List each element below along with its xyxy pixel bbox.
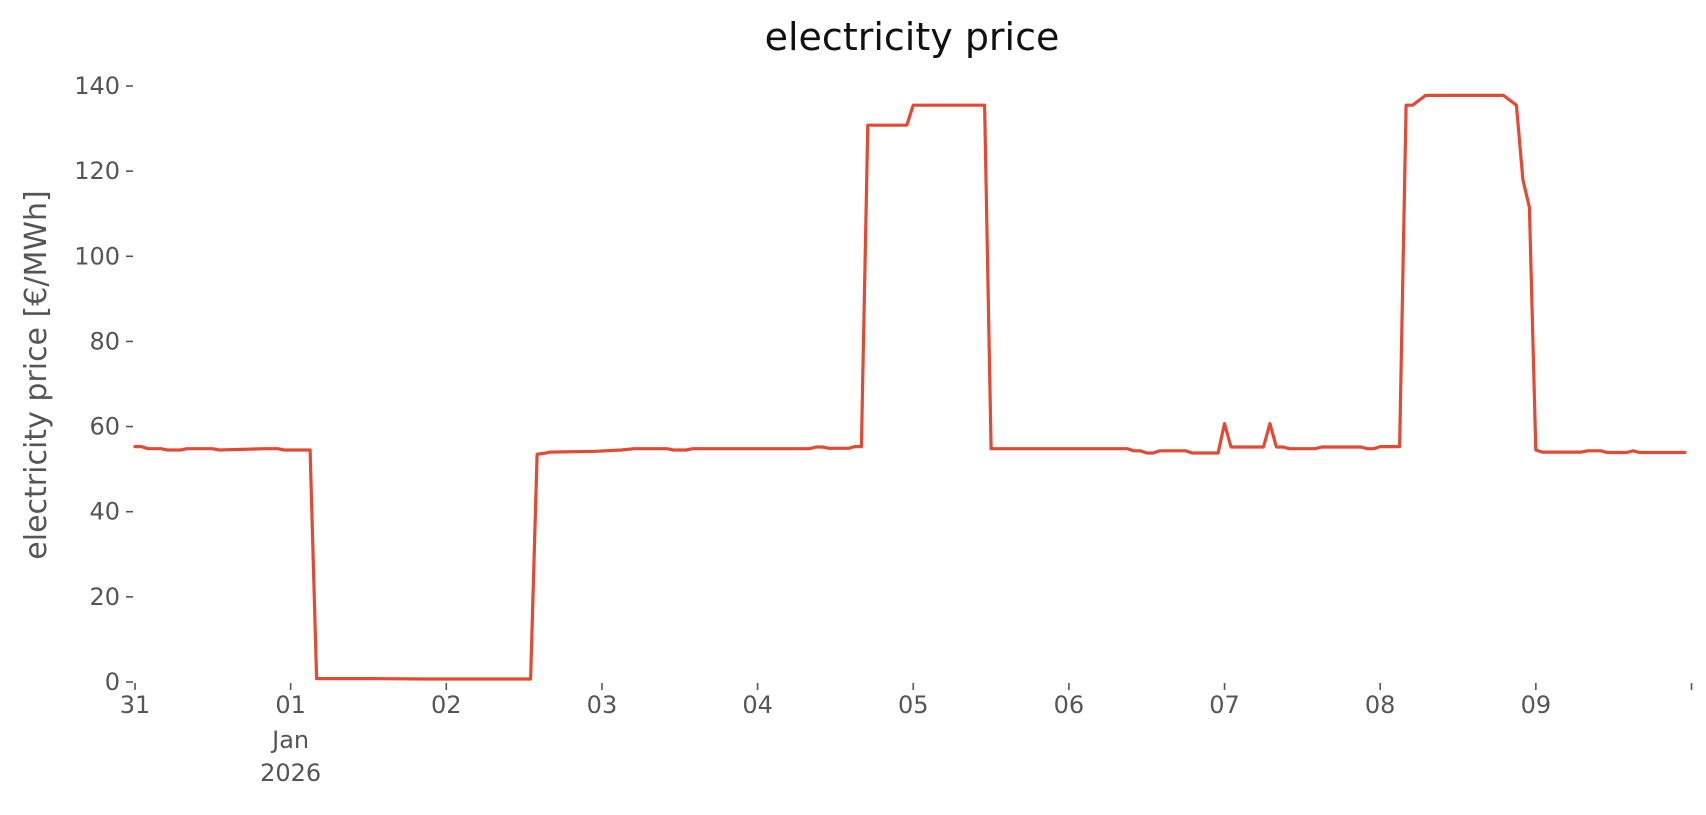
x-tick-month-label: Jan [270,726,309,754]
x-tick-label: 07 [1209,691,1240,719]
x-tick-year-label: 2026 [260,759,321,787]
y-axis-ticks: 0 20 40 60 80 100 120 140 [74,72,133,696]
x-tick-label: 31 [120,691,151,719]
y-tick-label: 60 [89,413,120,441]
y-tick-label: 20 [89,583,120,611]
y-tick-label: 100 [74,242,120,270]
y-tick-label: 0 [105,668,120,696]
series-line-electricity-price [133,93,1687,681]
y-tick-label: 140 [74,72,120,100]
x-tick-label: 06 [1054,691,1085,719]
x-axis-ticks: 31 01 Jan 2026 02 03 04 05 06 07 08 09 [120,683,1693,787]
x-tick-label: 03 [587,691,618,719]
x-tick-label: 01 [275,691,306,719]
y-axis-label: electricity price [€/MWh] [19,190,54,559]
chart-title: electricity price [765,15,1060,59]
y-tick-label: 40 [89,498,120,526]
y-tick-label: 120 [74,157,120,185]
x-tick-label: 02 [431,691,462,719]
x-tick-label: 05 [898,691,929,719]
x-tick-label: 08 [1365,691,1396,719]
x-tick-label: 04 [742,691,773,719]
y-tick-label: 80 [89,327,120,355]
x-tick-label: 09 [1521,691,1552,719]
